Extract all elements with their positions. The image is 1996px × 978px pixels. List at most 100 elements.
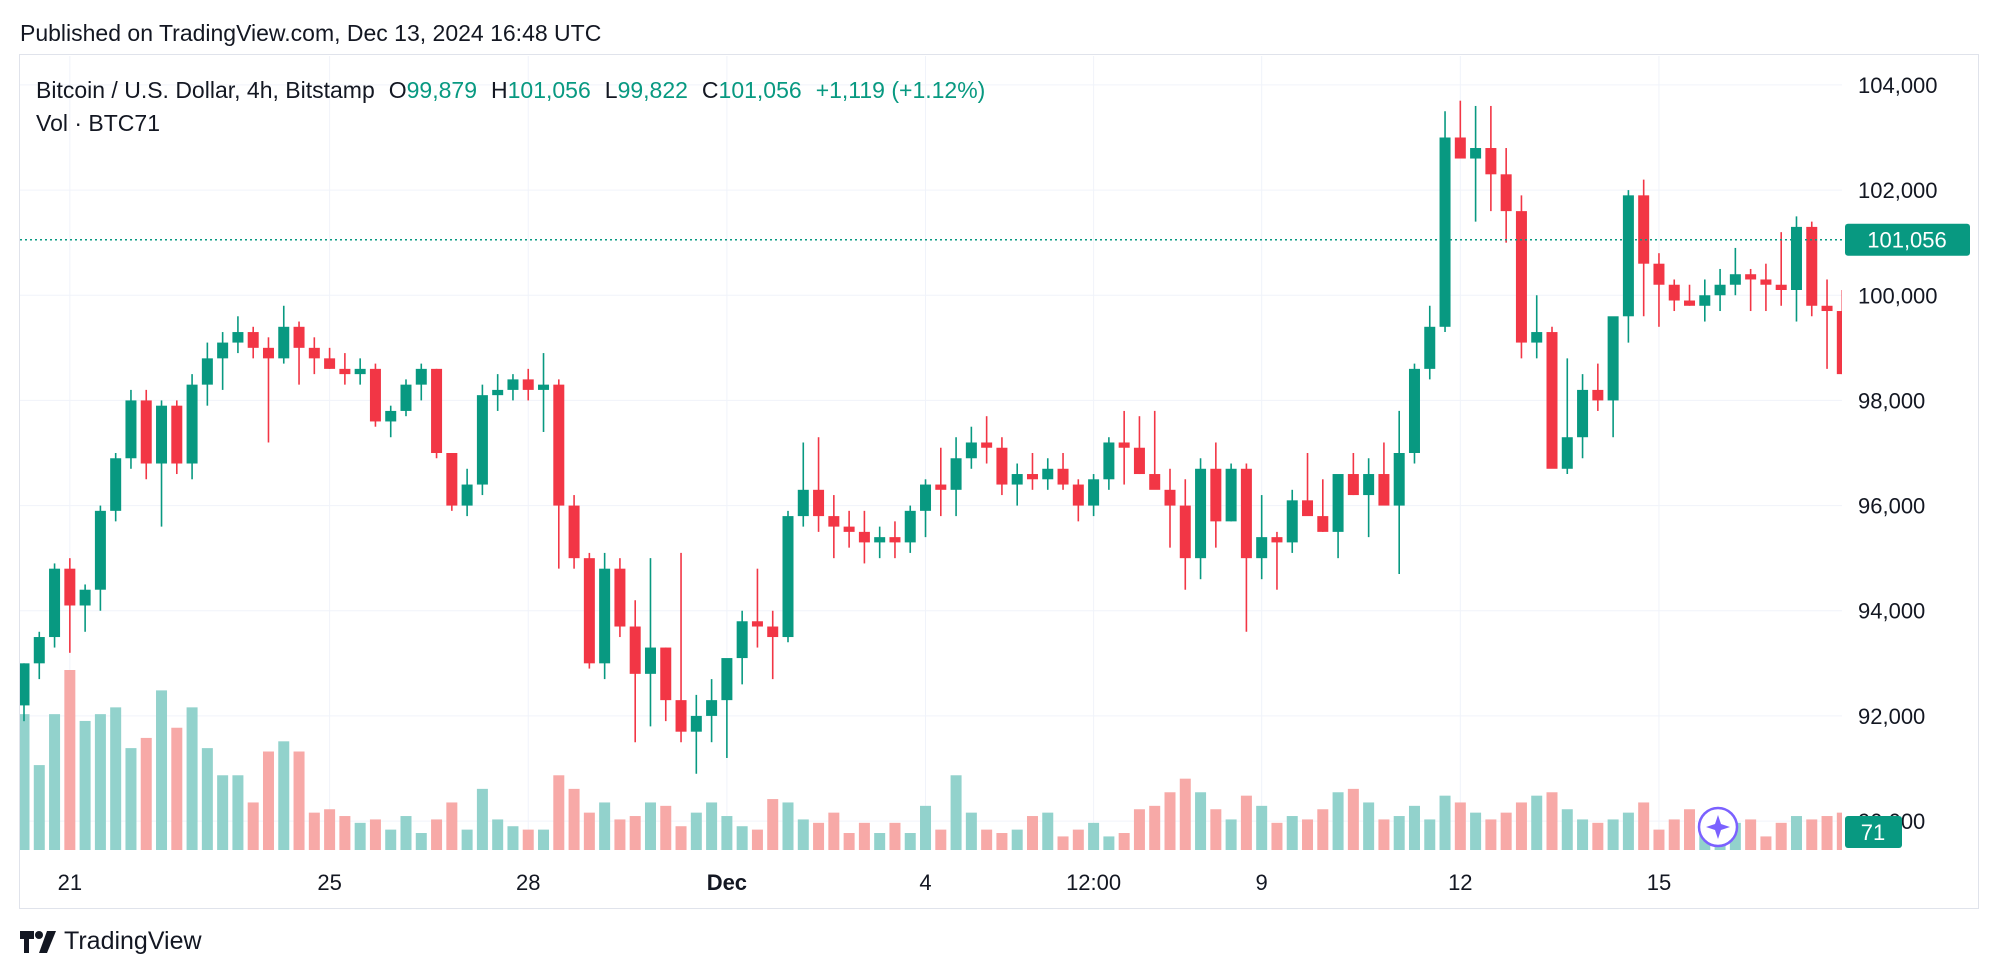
candle-body[interactable] <box>171 405 183 464</box>
candle-body[interactable] <box>1653 263 1665 285</box>
candle-body[interactable] <box>1745 274 1757 280</box>
candle-body[interactable] <box>385 410 397 422</box>
candle-body[interactable] <box>950 458 962 490</box>
candle-body[interactable] <box>1118 442 1130 448</box>
candle-body[interactable] <box>1378 474 1390 506</box>
candle-body[interactable] <box>874 537 886 543</box>
candle-body[interactable] <box>79 589 91 606</box>
candle-body[interactable] <box>599 568 611 664</box>
candle-body[interactable] <box>1668 284 1680 301</box>
candle-body[interactable] <box>965 442 977 459</box>
candle-body[interactable] <box>706 700 718 716</box>
candle-body[interactable] <box>568 505 580 559</box>
candle-body[interactable] <box>751 621 763 627</box>
candle-body[interactable] <box>125 400 137 459</box>
candle-body[interactable] <box>1638 195 1650 264</box>
candle-body[interactable] <box>1821 305 1833 312</box>
candle-body[interactable] <box>1454 137 1466 159</box>
candle-body[interactable] <box>1393 453 1405 506</box>
candle-body[interactable] <box>110 458 122 511</box>
candle-body[interactable] <box>324 358 336 369</box>
candle-body[interactable] <box>782 516 794 638</box>
candle-body[interactable] <box>1485 148 1497 175</box>
candle-body[interactable] <box>1424 326 1436 369</box>
candle-body[interactable] <box>1088 479 1100 506</box>
candle-body[interactable] <box>1592 389 1604 401</box>
candle-body[interactable] <box>1760 279 1772 285</box>
candle-body[interactable] <box>1042 468 1054 480</box>
candle-body[interactable] <box>278 326 290 359</box>
candle-body[interactable] <box>1103 442 1115 480</box>
candle-body[interactable] <box>843 526 855 532</box>
candle-body[interactable] <box>1470 148 1482 159</box>
candle-body[interactable] <box>1363 474 1375 496</box>
candle-body[interactable] <box>232 332 244 343</box>
candle-body[interactable] <box>797 489 809 517</box>
candle-body[interactable] <box>1026 474 1038 480</box>
candle-body[interactable] <box>1546 332 1558 469</box>
candle-body[interactable] <box>644 647 656 674</box>
candle-body[interactable] <box>1607 316 1619 401</box>
candle-body[interactable] <box>400 384 412 411</box>
candle-body[interactable] <box>19 663 30 706</box>
candle-body[interactable] <box>446 453 458 506</box>
candle-body[interactable] <box>858 531 870 543</box>
candle-body[interactable] <box>614 568 626 627</box>
candle-body[interactable] <box>1500 174 1512 212</box>
candle-body[interactable] <box>49 568 61 638</box>
candle-body[interactable] <box>94 510 106 590</box>
candle-body[interactable] <box>1898 458 1909 474</box>
candle-body[interactable] <box>1302 500 1314 517</box>
candle-body[interactable] <box>369 368 381 422</box>
candle-body[interactable] <box>583 558 595 664</box>
candle-body[interactable] <box>1210 468 1222 522</box>
volume-label[interactable]: Vol · BTC <box>36 110 135 136</box>
candle-body[interactable] <box>140 400 152 464</box>
candle-body[interactable] <box>1271 537 1283 543</box>
candle-body[interactable] <box>1684 300 1696 306</box>
candle-body[interactable] <box>1974 458 1985 495</box>
candle-body[interactable] <box>690 715 702 732</box>
candle-body[interactable] <box>507 379 519 390</box>
candle-body[interactable] <box>1929 437 1940 500</box>
candle-body[interactable] <box>262 347 274 359</box>
candle-body[interactable] <box>1990 416 1996 458</box>
candle-body[interactable] <box>308 347 320 359</box>
candle-body[interactable] <box>415 368 427 385</box>
candle-body[interactable] <box>1699 295 1711 306</box>
candle-body[interactable] <box>64 568 76 606</box>
candle-body[interactable] <box>431 368 443 453</box>
candle-body[interactable] <box>1959 495 1970 516</box>
candle-body[interactable] <box>476 395 488 485</box>
candle-body[interactable] <box>721 658 733 701</box>
candle-body[interactable] <box>1729 274 1741 285</box>
candle-body[interactable] <box>996 447 1008 485</box>
candle-body[interactable] <box>889 537 901 543</box>
candle-body[interactable] <box>186 384 198 464</box>
candle-body[interactable] <box>201 358 213 385</box>
candle-body[interactable] <box>33 637 45 664</box>
candle-body[interactable] <box>1790 226 1802 290</box>
candle-body[interactable] <box>1011 474 1023 485</box>
candle-body[interactable] <box>1577 389 1589 438</box>
candle-body[interactable] <box>1057 468 1069 485</box>
candle-body[interactable] <box>1806 226 1818 306</box>
candle-body[interactable] <box>660 647 672 701</box>
candle-body[interactable] <box>1317 516 1329 532</box>
candle-body[interactable] <box>522 379 534 390</box>
candle-body[interactable] <box>1714 284 1726 296</box>
candle-body[interactable] <box>813 489 825 517</box>
candle-body[interactable] <box>767 626 779 638</box>
candle-body[interactable] <box>553 384 565 506</box>
candle-body[interactable] <box>1332 474 1344 532</box>
candle-body[interactable] <box>1883 421 1894 458</box>
candle-body[interactable] <box>461 484 473 506</box>
candle-body[interactable] <box>1913 437 1924 474</box>
candle-body[interactable] <box>492 389 504 396</box>
candle-body[interactable] <box>1240 468 1252 559</box>
candle-body[interactable] <box>293 326 305 348</box>
candle-body[interactable] <box>538 384 550 390</box>
candle-body[interactable] <box>1225 468 1237 522</box>
candle-body[interactable] <box>1408 368 1420 453</box>
candle-body[interactable] <box>1944 500 1955 516</box>
